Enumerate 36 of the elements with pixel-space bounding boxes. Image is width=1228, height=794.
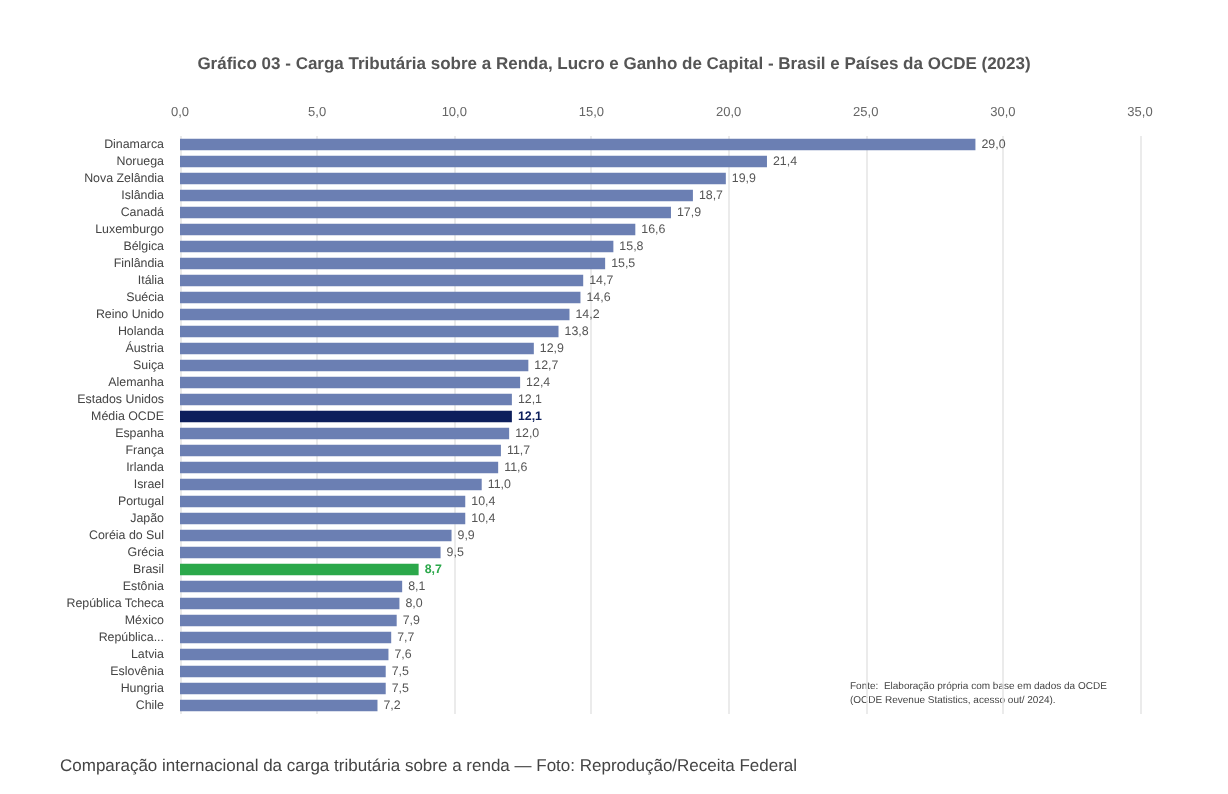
bar (180, 427, 510, 440)
bar (180, 308, 570, 321)
bar (180, 682, 386, 695)
bar (180, 240, 614, 253)
bar (180, 410, 512, 423)
bar (180, 325, 559, 338)
bar (180, 546, 441, 559)
bar (180, 699, 378, 712)
bar (180, 648, 389, 661)
bar (180, 155, 767, 168)
bar (180, 206, 671, 219)
bar (180, 563, 419, 576)
bar (180, 529, 452, 542)
bar (180, 223, 636, 236)
bar (180, 478, 482, 491)
bar (180, 376, 521, 389)
bar (180, 393, 512, 406)
bar (180, 342, 534, 355)
bar (180, 172, 726, 185)
bar (180, 257, 606, 270)
chart-title: Gráfico 03 - Carga Tributária sobre a Renda, Lucro e Ganho de Capital - Brasil e Países da OCDE (2023) (197, 53, 1031, 73)
bar (180, 580, 403, 593)
bar (180, 597, 400, 610)
bar (180, 665, 386, 678)
bar (180, 359, 529, 372)
bar (180, 274, 584, 287)
text: Comparação internacional da carga tributária sobre a renda — Foto: Reprodução/Receita Federal (60, 755, 798, 775)
bar (180, 138, 976, 151)
bar (180, 495, 466, 508)
bar (180, 631, 392, 644)
bar (180, 461, 499, 474)
bar (180, 189, 693, 202)
bar (180, 291, 581, 304)
bar (180, 512, 466, 525)
bar (180, 444, 501, 457)
bar (180, 614, 397, 627)
